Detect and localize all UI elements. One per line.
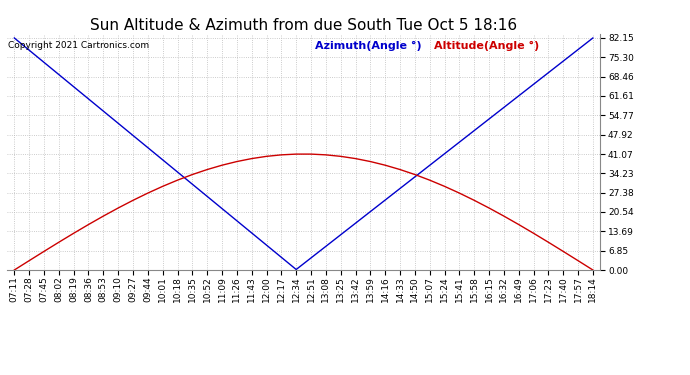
Text: Azimuth(Angle °): Azimuth(Angle °) <box>315 41 422 51</box>
Title: Sun Altitude & Azimuth from due South Tue Oct 5 18:16: Sun Altitude & Azimuth from due South Tu… <box>90 18 518 33</box>
Text: Altitude(Angle °): Altitude(Angle °) <box>434 41 540 51</box>
Text: Copyright 2021 Cartronics.com: Copyright 2021 Cartronics.com <box>8 41 149 50</box>
